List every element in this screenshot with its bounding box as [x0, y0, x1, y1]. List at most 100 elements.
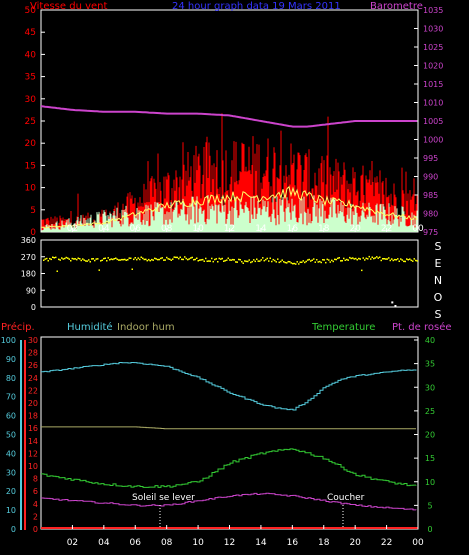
direction-point [226, 259, 228, 261]
dewpoint-line [41, 492, 417, 511]
direction-point [61, 257, 63, 259]
x-tick-label: 02 [67, 538, 78, 548]
compass-letter: S [435, 308, 442, 321]
direction-point [221, 257, 223, 260]
temp-left-tick-label: 16 [28, 424, 38, 433]
direction-point [376, 256, 378, 258]
direction-point [107, 257, 109, 259]
direction-point [268, 260, 270, 262]
direction-point [251, 260, 253, 263]
direction-point [277, 258, 279, 260]
direction-point [278, 261, 280, 264]
direction-point [157, 258, 159, 261]
humidity-tick-label: 0 [11, 525, 16, 534]
x-tick-label: 12 [224, 224, 235, 234]
direction-point [101, 259, 103, 261]
x-tick-label: 08 [161, 224, 173, 234]
baro-tick-label: 1035 [423, 6, 443, 15]
temp-left-tick-label: 18 [28, 412, 38, 421]
direction-point [130, 257, 132, 259]
humidity-tick-label: 20 [6, 487, 16, 496]
legend-precip: Précip. [1, 321, 35, 333]
direction-point [58, 258, 60, 261]
direction-point [329, 261, 331, 263]
x-tick-label: 04 [98, 224, 110, 234]
temp-left-tick-label: 10 [28, 462, 38, 471]
direction-point [241, 260, 243, 263]
direction-tick-label: 360 [21, 236, 36, 245]
direction-point [331, 259, 333, 262]
direction-point [335, 258, 337, 261]
direction-point [113, 258, 115, 260]
wind-tick-label: 10 [25, 184, 37, 194]
temp-right-tick-label: 20 [425, 431, 435, 440]
direction-point [127, 259, 129, 261]
direction-point [184, 256, 186, 258]
direction-point [323, 259, 325, 261]
direction-point [394, 305, 397, 307]
temp-left-tick-label: 30 [28, 336, 38, 345]
direction-point [238, 258, 240, 261]
direction-point [86, 260, 88, 262]
direction-point [340, 260, 342, 262]
temp-left-tick-label: 0 [33, 525, 38, 534]
direction-point [293, 262, 295, 265]
direction-point [97, 258, 99, 260]
x-tick-label: 14 [255, 538, 267, 548]
direction-point [55, 256, 57, 259]
x-tick-label: 14 [255, 224, 267, 234]
direction-point [173, 256, 175, 258]
legend-dewpoint: Pt. de rosée [392, 321, 452, 333]
baro-tick-label: 1020 [423, 62, 443, 71]
direction-point [187, 258, 189, 261]
baro-tick-label: 995 [423, 154, 438, 163]
direction-point [283, 261, 285, 263]
direction-point [223, 260, 225, 262]
direction-point [359, 258, 361, 260]
direction-point [403, 260, 405, 263]
baro-tick-label: 980 [423, 210, 438, 219]
temp-right-tick-label: 0 [427, 525, 432, 534]
direction-point [88, 259, 90, 261]
direction-point [73, 258, 75, 260]
direction-point [167, 258, 169, 260]
x-tick-label: 10 [192, 224, 204, 234]
temp-left-tick-label: 24 [28, 374, 38, 383]
humidity-tick-label: 70 [6, 393, 16, 402]
direction-point [275, 261, 277, 263]
direction-point [62, 258, 64, 260]
direction-point [143, 258, 145, 261]
baro-tick-label: 1010 [423, 99, 443, 108]
direction-point [253, 259, 255, 261]
direction-point [358, 257, 360, 260]
direction-point [92, 258, 94, 260]
direction-point [416, 260, 418, 262]
direction-point [296, 261, 298, 263]
direction-point [406, 258, 408, 260]
direction-point [413, 258, 415, 260]
temp-right-tick-label: 40 [425, 336, 435, 345]
direction-point [332, 260, 334, 263]
x-tick-label: 20 [349, 538, 361, 548]
direction-point [352, 257, 354, 259]
direction-point [259, 260, 261, 262]
direction-tick-label: 0 [31, 303, 36, 312]
barometer-right-ticks: 975 980 985 990 995 1000 1005 1010 1015 1020 1025 1… [414, 6, 443, 237]
direction-series [43, 255, 418, 307]
direction-point [140, 256, 142, 258]
direction-point [59, 259, 61, 261]
direction-point [395, 259, 397, 261]
direction-point [217, 261, 219, 263]
direction-point [316, 259, 318, 261]
wind-tick-label: 30 [25, 95, 37, 105]
wind-tick-label: 45 [25, 28, 36, 38]
direction-point [175, 256, 177, 259]
direction-point [415, 259, 417, 262]
direction-point [404, 260, 406, 263]
direction-point [151, 258, 153, 261]
temp-left-tick-label: 20 [28, 399, 38, 408]
barometer-series [40, 105, 417, 128]
direction-tick-label: 270 [21, 253, 36, 262]
direction-point [317, 261, 319, 263]
